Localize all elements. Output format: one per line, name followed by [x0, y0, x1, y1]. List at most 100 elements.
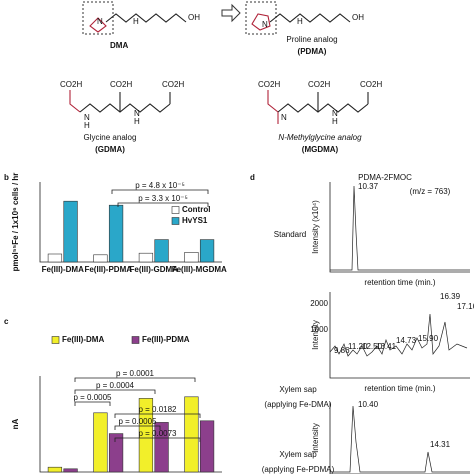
peak-label: 12.50: [362, 342, 383, 351]
atom: N: [281, 113, 287, 122]
x-tick-label: Fe(III)-PDMA: [84, 265, 132, 274]
significance-bracket: [114, 413, 201, 418]
chromatogram-axis: [329, 402, 470, 474]
legend-label: Fe(III)-PDMA: [142, 335, 190, 344]
trace-label: Xylem sap: [279, 450, 317, 459]
atom: CO2H: [360, 80, 382, 89]
y-tick-label: 1000: [310, 325, 328, 334]
trace-note: (applying Fe-DMA): [264, 400, 331, 409]
legend-swatch: [171, 206, 180, 214]
significance-bracket: [74, 377, 196, 382]
structure-mgdma: CO2H N CO2H N H CO2H N-Methylglycine ana…: [258, 80, 382, 154]
bar: [138, 252, 154, 263]
legend-label: HvYS1: [182, 216, 208, 225]
significance-bracket: [111, 189, 209, 194]
y-axis-label: Intensity: [311, 320, 320, 350]
trace-label: Xylem sap: [279, 385, 317, 394]
bar: [47, 253, 63, 263]
y-axis-label: pmol⁵⁵Fe / 1x10⁶ cells / hr: [11, 173, 20, 272]
atom: N: [262, 20, 268, 29]
legend-swatch: [131, 336, 140, 344]
x-tick-label: Fe(III)-GDMA: [130, 265, 179, 274]
bar: [199, 239, 215, 263]
y-axis-label: Intensity: [311, 423, 320, 453]
bar: [93, 412, 108, 473]
structure-abbr: (PDMA): [298, 47, 327, 56]
trace-label: Standard: [274, 230, 306, 239]
significance-bracket: [74, 401, 111, 406]
atom: OH: [352, 13, 364, 22]
chromatogram-subtitle: (m/z = 763): [410, 187, 451, 196]
bar: [93, 254, 108, 263]
bar: [108, 204, 124, 263]
y-tick-label: 2000: [310, 299, 328, 308]
panel-letter: b: [4, 173, 9, 182]
peak-label: 13.41: [376, 342, 397, 351]
legend-label: Control: [182, 205, 210, 214]
bar: [184, 396, 199, 473]
atom: N: [97, 17, 103, 26]
p-value: p = 0.0005: [118, 417, 157, 426]
chromatogram-axis: [329, 182, 470, 273]
atom: CO2H: [60, 80, 82, 89]
bar: [154, 239, 169, 263]
structure-name: Glycine analog: [84, 133, 137, 142]
peak-label: 11.20: [348, 342, 368, 351]
atom: N: [134, 109, 140, 118]
bar: [154, 422, 169, 473]
chromatogram-trace: [330, 405, 470, 473]
bar: [63, 468, 78, 473]
x-tick-label: Fe(III)-DMA: [42, 265, 84, 274]
structure-name: DMA: [110, 41, 128, 50]
significance-bracket: [114, 437, 201, 442]
atom: H: [134, 117, 140, 126]
peak-label: 10.37: [358, 182, 379, 191]
bar: [199, 420, 215, 473]
legend-swatch: [51, 336, 60, 344]
p-value: p = 0.0073: [138, 429, 177, 438]
atom: H: [133, 17, 139, 26]
chromatogram-trace: [330, 185, 470, 271]
structure-name: Proline analog: [286, 35, 337, 44]
peak-label: 15.90: [418, 334, 439, 343]
p-value: p = 0.0005: [73, 393, 112, 402]
atom: H: [332, 117, 338, 126]
x-axis-label: retention time (min.): [364, 384, 435, 393]
bar: [138, 398, 154, 473]
peak-label: 14.73: [396, 336, 417, 345]
atom: N: [332, 109, 338, 118]
atom: H: [297, 17, 303, 26]
trace-note: (applying Fe-PDMA): [262, 465, 335, 474]
panel-letter: d: [250, 173, 255, 182]
chromatogram-axis: [329, 292, 470, 379]
structure-dma: N H OH DMA: [82, 1, 200, 50]
significance-bracket: [114, 425, 161, 430]
atom: CO2H: [308, 80, 330, 89]
structure-pdma: N H OH Proline analog (PDMA): [245, 1, 364, 56]
atom: CO2H: [258, 80, 280, 89]
atom: CO2H: [162, 80, 184, 89]
peak-label: 17.16: [457, 302, 474, 311]
peak-label: 16.39: [440, 292, 461, 301]
chromatogram-title: PDMA-2FMOC: [358, 173, 412, 182]
legend-swatch: [171, 217, 180, 225]
atom: OH: [188, 13, 200, 22]
x-tick-label: Fe(III)-MGDMA: [172, 265, 227, 274]
panel-letter: c: [4, 317, 9, 326]
bar: [184, 252, 199, 263]
p-value: p = 4.8 x 10⁻⁵: [135, 181, 185, 190]
peak-label: 10.40: [358, 400, 379, 409]
p-value: p = 3.3 x 10⁻⁵: [138, 194, 188, 203]
p-value: p = 0.0001: [116, 369, 155, 378]
atom: H: [84, 121, 90, 130]
p-value: p = 0.0004: [96, 381, 135, 390]
structure-abbr: (GDMA): [95, 145, 125, 154]
y-axis-label: Intensity (x10⁴): [311, 200, 320, 254]
arrow: [221, 3, 241, 23]
x-axis-label: retention time (min.): [364, 278, 435, 287]
significance-bracket: [117, 202, 209, 207]
legend-label: Fe(III)-DMA: [62, 335, 104, 344]
bar: [63, 200, 78, 263]
chromatogram-trace: [329, 313, 468, 357]
